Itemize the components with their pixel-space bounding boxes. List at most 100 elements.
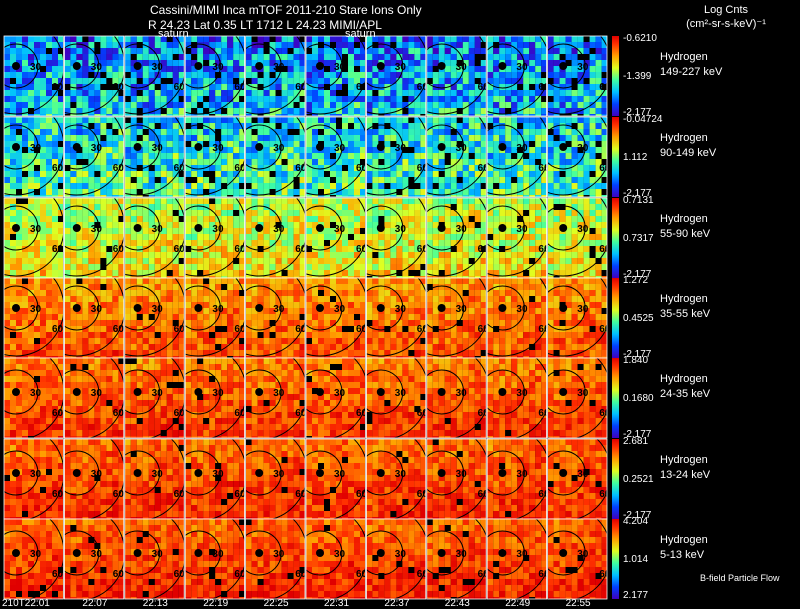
planet-marker — [72, 143, 81, 151]
contour-arc — [426, 117, 487, 196]
contour-label: 30 — [395, 62, 407, 73]
panel-border — [365, 35, 427, 117]
contour-label: 60 — [599, 569, 611, 580]
contour-label: 30 — [456, 304, 468, 315]
planet-marker — [559, 143, 568, 151]
x-tick-label: 22:25 — [263, 598, 289, 609]
panel-border — [64, 116, 125, 198]
contour-label: 30 — [212, 549, 224, 560]
contour-arc — [547, 450, 586, 496]
contour-label: 60 — [113, 489, 125, 500]
planet-marker — [72, 469, 81, 477]
contour-arc — [124, 450, 161, 496]
contour-arc — [487, 369, 525, 415]
contour-arc — [426, 278, 487, 357]
contour-arc — [487, 205, 525, 251]
channel-energy: 90-149 keV — [660, 147, 717, 159]
planet-marker — [316, 304, 324, 312]
planet-marker — [133, 143, 142, 151]
contour-label: 30 — [577, 469, 589, 480]
contour-arc — [245, 450, 282, 496]
colorbar-min: 2.177 — [623, 590, 649, 601]
contour-arc — [426, 36, 487, 115]
colorbar-min: -2.177 — [623, 510, 652, 521]
planet-marker — [194, 224, 203, 232]
contour-arc — [124, 43, 161, 89]
contour-label: 60 — [113, 82, 125, 93]
planet-marker — [559, 469, 568, 477]
contour-label: 30 — [273, 388, 285, 399]
contour-label: 30 — [334, 143, 346, 154]
contour-label: 60 — [234, 489, 246, 500]
planet-marker — [559, 388, 568, 396]
colorbar-mid: -1.399 — [623, 71, 652, 82]
contour-label: 60 — [538, 489, 550, 500]
contour-label: 60 — [52, 82, 64, 93]
planet-marker — [437, 224, 446, 232]
x-tick-label: 22:31 — [324, 598, 350, 609]
panel-border — [184, 518, 245, 600]
contour-label: 60 — [234, 244, 246, 255]
contour-arc — [64, 369, 100, 415]
contour-label: 30 — [334, 388, 346, 399]
contour-label: 30 — [152, 388, 164, 399]
contour-label: 60 — [356, 569, 368, 580]
planet-marker — [437, 304, 446, 312]
contour-label: 60 — [52, 163, 64, 174]
x-tick-label: 22:07 — [82, 598, 108, 609]
contour-label: 60 — [417, 569, 429, 580]
contour-label: 60 — [538, 82, 550, 93]
channel-energy: 24-35 keV — [660, 388, 711, 400]
panel-border — [64, 518, 125, 600]
contour-label: 60 — [174, 569, 186, 580]
contour-label: 30 — [395, 388, 407, 399]
colorbar — [612, 519, 619, 599]
contour-arc — [64, 205, 100, 251]
channel-species: Hydrogen — [660, 132, 708, 144]
contour-arc — [245, 117, 306, 196]
contour-label: 30 — [273, 304, 285, 315]
panel-border — [124, 518, 185, 600]
contour-label: 60 — [234, 324, 246, 335]
contour-arc — [306, 43, 343, 89]
contour-arc — [366, 43, 404, 89]
colorbar-min: -2.177 — [623, 429, 652, 440]
contour-label: 60 — [234, 163, 246, 174]
contour-arc — [245, 205, 282, 251]
contour-arc — [64, 124, 100, 170]
contour-arc — [4, 124, 39, 170]
contour-label: 60 — [234, 569, 246, 580]
contour-label: 60 — [478, 408, 490, 419]
contour-arc — [426, 205, 465, 251]
contour-label: 30 — [334, 62, 346, 73]
contour-arc — [306, 285, 343, 331]
x-tick-label: 22:13 — [142, 598, 168, 609]
planet-marker — [437, 469, 446, 477]
planet-marker — [194, 469, 203, 477]
contour-arc — [64, 285, 100, 331]
panel-border — [426, 518, 487, 600]
colorbar-min: -2.177 — [623, 188, 652, 199]
planet-marker — [133, 224, 142, 232]
contour-arc — [185, 43, 221, 89]
contour-label: 30 — [91, 469, 103, 480]
contour-arc — [185, 198, 245, 277]
contour-label: 60 — [295, 324, 307, 335]
contour-arc — [547, 124, 586, 170]
channel-species: Hydrogen — [660, 293, 708, 305]
